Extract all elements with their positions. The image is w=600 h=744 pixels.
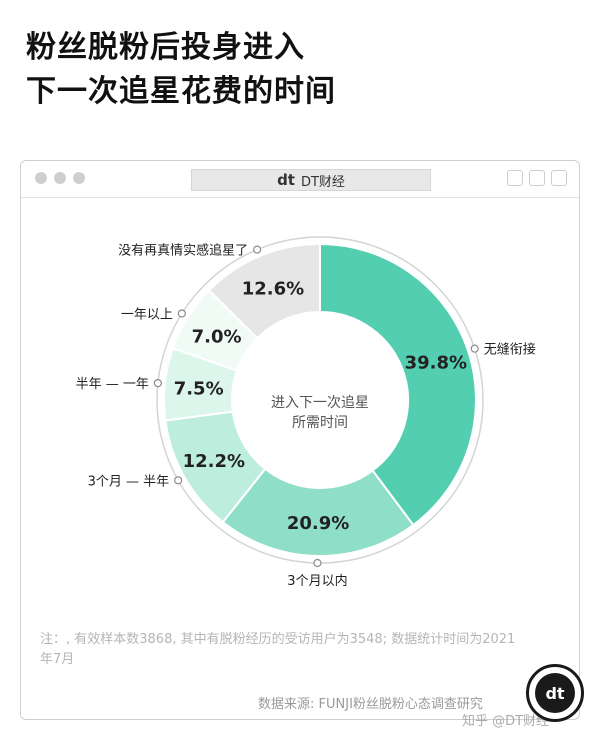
donut-slices <box>163 242 477 557</box>
marker-within-3-months <box>313 558 322 568</box>
title-line-2: 下一次追星花费的时间 <box>26 74 336 109</box>
marker-3-to-6-months <box>174 476 183 485</box>
footnote: 注：, 有效样本数3868, 其中有脱粉经历的受访用户为3548; 数据统计时间… <box>40 632 516 667</box>
category-label-no-longer: 没有再真情实感追星了 <box>118 243 248 259</box>
window-button-3-icon[interactable] <box>551 170 567 186</box>
title-line-1: 粉丝脱粉后投身进入 <box>26 30 305 65</box>
marker-over-1-year <box>177 309 186 318</box>
dt-logo-icon: dt <box>277 171 295 189</box>
window-button-1-icon[interactable] <box>507 170 523 186</box>
value-label-within-3-months: 20.9% <box>287 513 349 534</box>
watermark-text: 知乎 @DT财经 <box>462 714 550 729</box>
marker-half-to-1-year <box>153 379 162 388</box>
center-label-line-1: 进入下一次追星 <box>271 395 369 411</box>
value-label-over-1-year: 7.0% <box>192 326 242 347</box>
dt-badge-icon: dt <box>535 673 575 713</box>
category-label-over-1-year: 一年以上 <box>121 308 173 323</box>
data-source: 数据来源: FUNJI粉丝脱粉心态调查研究 <box>258 697 483 712</box>
marker-no-longer <box>253 245 262 254</box>
close-dot-icon[interactable] <box>35 172 47 184</box>
category-label-3-to-6-months: 3个月 — 半年 <box>88 474 170 489</box>
category-label-half-to-1-year: 半年 — 一年 <box>76 377 149 392</box>
center-label-line-2: 所需时间 <box>292 415 348 431</box>
dt-badge-logo: dt <box>526 664 584 722</box>
window-button-2-icon[interactable] <box>529 170 545 186</box>
category-label-seamless: 无缝衔接 <box>484 342 536 358</box>
chart-title: 粉丝脱粉后投身进入 下一次追星花费的时间 <box>26 26 336 114</box>
value-label-seamless: 39.8% <box>405 353 467 374</box>
category-label-within-3-months: 3个月以内 <box>287 573 347 589</box>
tab-label: DT财经 <box>300 174 345 190</box>
window-buttons <box>507 170 567 186</box>
window-controls <box>35 172 85 184</box>
maximize-dot-icon[interactable] <box>73 172 85 184</box>
value-label-3-to-6-months: 12.2% <box>183 451 245 472</box>
window-topbar: dt DT财经 <box>21 161 579 198</box>
donut-hole <box>232 312 408 488</box>
window-tab[interactable]: dt DT财经 <box>191 169 431 191</box>
minimize-dot-icon[interactable] <box>54 172 66 184</box>
marker-seamless <box>470 344 479 353</box>
slice-labels: 39.8% 无缝衔接 20.9% 3个月以内 12.2% 3个月 — 半年 7.5% 半年 —… <box>76 243 536 589</box>
value-label-no-longer: 12.6% <box>242 278 304 299</box>
value-label-half-to-1-year: 7.5% <box>174 378 224 399</box>
